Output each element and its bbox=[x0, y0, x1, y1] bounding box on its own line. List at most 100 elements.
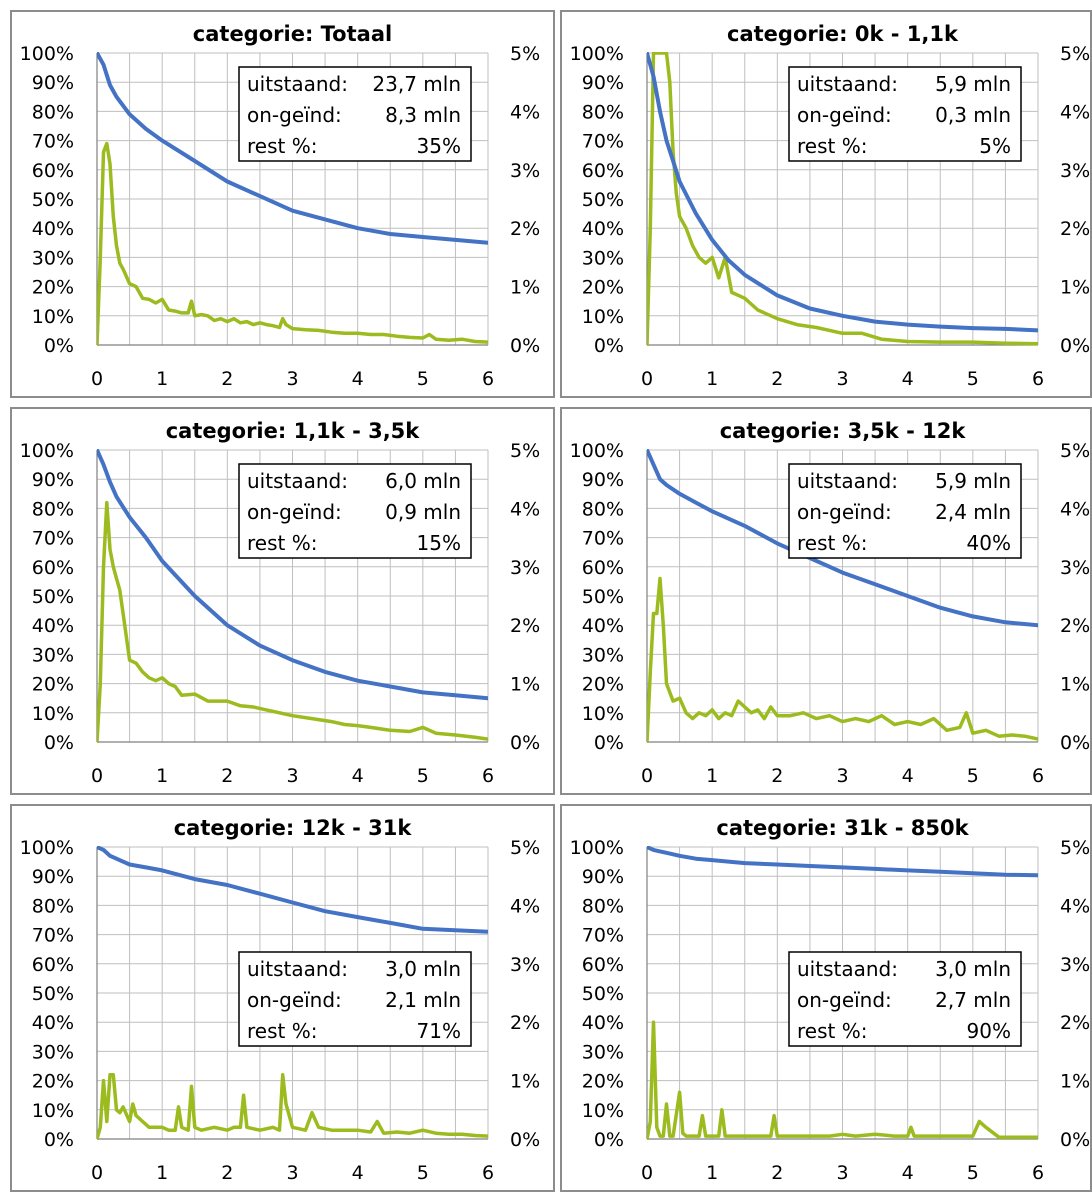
y-left-tick-label: 60% bbox=[582, 954, 624, 976]
info-value: 5% bbox=[979, 134, 1011, 158]
x-tick-label: 5 bbox=[417, 368, 429, 390]
y-right-tick-label: 3% bbox=[510, 160, 540, 182]
info-value: 90% bbox=[967, 1019, 1011, 1043]
chart-title: categorie: 1,1k - 3,5k bbox=[166, 419, 421, 443]
x-tick-label: 4 bbox=[352, 368, 364, 390]
info-value: 40% bbox=[967, 531, 1011, 555]
info-value: 2,7 mln bbox=[935, 988, 1011, 1012]
info-label: on-geïnd: bbox=[247, 988, 342, 1012]
y-left-tick-label: 80% bbox=[32, 895, 74, 917]
y-left-tick-label: 90% bbox=[582, 72, 624, 94]
y-left-tick-label: 0% bbox=[44, 732, 74, 754]
info-box bbox=[788, 66, 1022, 162]
x-tick-label: 6 bbox=[1032, 1162, 1044, 1184]
info-label: on-geïnd: bbox=[247, 103, 342, 127]
info-box bbox=[788, 463, 1022, 559]
y-right-tick-label: 2% bbox=[1060, 1012, 1090, 1034]
x-tick-label: 4 bbox=[902, 1162, 914, 1184]
x-tick-label: 3 bbox=[286, 1162, 298, 1184]
y-left-tick-label: 0% bbox=[44, 335, 74, 357]
y-left-tick-label: 20% bbox=[32, 277, 74, 299]
y-right-tick-label: 4% bbox=[1060, 101, 1090, 123]
chart-svg: categorie: 31k - 850k0%10%20%30%40%50%60… bbox=[570, 816, 1090, 1184]
info-value: 5,9 mln bbox=[935, 72, 1011, 96]
secondary-series-line bbox=[647, 1020, 1038, 1140]
y-left-tick-label: 40% bbox=[582, 1012, 624, 1034]
info-value: 3,0 mln bbox=[385, 957, 461, 981]
y-left-tick-label: 10% bbox=[32, 1100, 74, 1122]
chart-svg: categorie: Totaal0%10%20%30%40%50%60%70%… bbox=[20, 22, 540, 390]
y-left-tick-label: 10% bbox=[582, 306, 624, 328]
y-left-tick-label: 90% bbox=[582, 469, 624, 491]
y-right-tick-label: 4% bbox=[1060, 498, 1090, 520]
y-right-tick-label: 0% bbox=[1060, 732, 1090, 754]
x-tick-label: 2 bbox=[771, 765, 783, 787]
y-left-tick-label: 50% bbox=[32, 983, 74, 1005]
x-tick-label: 2 bbox=[221, 1162, 233, 1184]
secondary-series-line bbox=[97, 1073, 488, 1140]
y-right-tick-label: 2% bbox=[1060, 615, 1090, 637]
info-label: uitstaand: bbox=[797, 72, 898, 96]
chart-svg: categorie: 12k - 31k0%10%20%30%40%50%60%… bbox=[20, 816, 540, 1184]
y-left-tick-label: 0% bbox=[594, 732, 624, 754]
y-left-tick-label: 30% bbox=[582, 1041, 624, 1063]
primary-series-line bbox=[97, 449, 488, 701]
secondary-series-line bbox=[97, 500, 488, 743]
y-left-tick-label: 40% bbox=[582, 615, 624, 637]
y-right-tick-label: 2% bbox=[510, 218, 540, 240]
y-left-tick-label: 10% bbox=[582, 703, 624, 725]
y-left-tick-label: 20% bbox=[582, 1071, 624, 1093]
x-tick-label: 5 bbox=[967, 765, 979, 787]
secondary-series-line bbox=[647, 576, 1038, 743]
y-left-tick-label: 30% bbox=[32, 644, 74, 666]
x-tick-label: 3 bbox=[286, 368, 298, 390]
info-label: rest %: bbox=[797, 1019, 867, 1043]
y-left-tick-label: 20% bbox=[32, 674, 74, 696]
y-right-tick-label: 1% bbox=[510, 1071, 540, 1093]
y-left-tick-label: 10% bbox=[582, 1100, 624, 1122]
y-right-tick-label: 5% bbox=[510, 43, 540, 65]
y-right-tick-label: 5% bbox=[1060, 440, 1090, 462]
x-tick-label: 1 bbox=[706, 765, 718, 787]
y-left-tick-label: 90% bbox=[582, 866, 624, 888]
y-right-tick-label: 1% bbox=[510, 277, 540, 299]
y-left-tick-label: 70% bbox=[32, 528, 74, 550]
info-value: 23,7 mln bbox=[372, 72, 461, 96]
x-tick-label: 1 bbox=[706, 368, 718, 390]
y-right-tick-label: 1% bbox=[1060, 674, 1090, 696]
secondary-series-line bbox=[647, 52, 1038, 346]
y-left-tick-label: 20% bbox=[32, 1071, 74, 1093]
y-left-tick-label: 50% bbox=[582, 983, 624, 1005]
y-right-tick-label: 3% bbox=[1060, 557, 1090, 579]
y-right-tick-label: 0% bbox=[1060, 1129, 1090, 1151]
y-left-tick-label: 20% bbox=[582, 277, 624, 299]
y-right-tick-label: 0% bbox=[510, 732, 540, 754]
y-right-tick-label: 4% bbox=[1060, 895, 1090, 917]
info-value: 3,0 mln bbox=[935, 957, 1011, 981]
y-left-tick-label: 50% bbox=[32, 189, 74, 211]
y-left-tick-label: 60% bbox=[32, 160, 74, 182]
y-left-tick-label: 10% bbox=[32, 306, 74, 328]
info-label: rest %: bbox=[247, 1019, 317, 1043]
primary-series-line bbox=[647, 52, 1038, 333]
info-label: rest %: bbox=[247, 134, 317, 158]
chart-svg: categorie: 3,5k - 12k0%10%20%30%40%50%60… bbox=[570, 419, 1090, 787]
y-left-tick-label: 30% bbox=[32, 247, 74, 269]
chart-title: categorie: 3,5k - 12k bbox=[720, 419, 967, 443]
x-tick-label: 6 bbox=[482, 765, 494, 787]
info-label: rest %: bbox=[797, 134, 867, 158]
y-left-tick-label: 100% bbox=[570, 837, 624, 859]
y-left-tick-label: 10% bbox=[32, 703, 74, 725]
y-left-tick-label: 50% bbox=[32, 586, 74, 608]
x-tick-label: 0 bbox=[91, 368, 103, 390]
y-right-tick-label: 5% bbox=[1060, 43, 1090, 65]
y-left-tick-label: 40% bbox=[32, 1012, 74, 1034]
y-right-tick-label: 4% bbox=[510, 101, 540, 123]
chart-title: categorie: Totaal bbox=[193, 22, 392, 46]
y-left-tick-label: 90% bbox=[32, 72, 74, 94]
x-tick-label: 4 bbox=[352, 1162, 364, 1184]
info-label: uitstaand: bbox=[247, 957, 348, 981]
y-left-tick-label: 0% bbox=[594, 1129, 624, 1151]
info-box bbox=[238, 951, 472, 1047]
